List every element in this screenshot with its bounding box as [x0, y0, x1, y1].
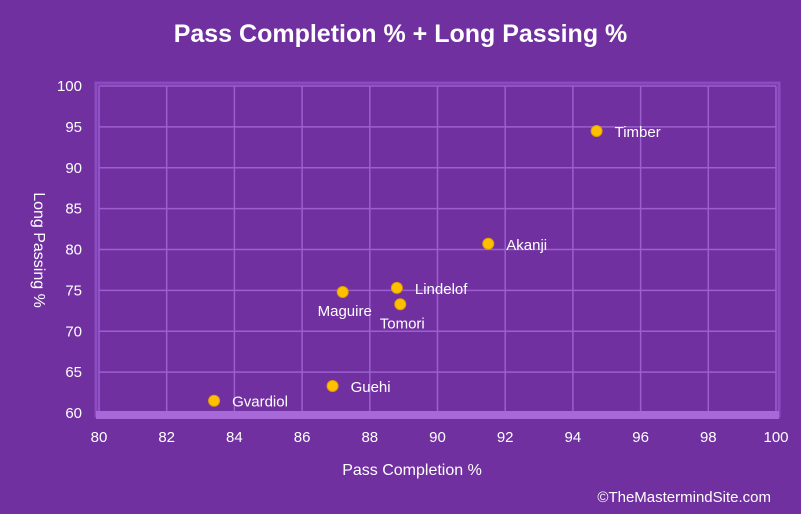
data-label: Guehi — [351, 379, 391, 396]
x-axis-bar — [96, 411, 779, 419]
x-tick-label: 84 — [226, 429, 243, 446]
x-tick-label: 94 — [565, 429, 582, 446]
data-label: Lindelof — [415, 281, 468, 298]
x-tick-label: 80 — [91, 429, 108, 446]
data-point — [326, 380, 339, 393]
data-label: Gvardiol — [232, 394, 288, 411]
data-point — [394, 298, 407, 311]
data-label: Tomori — [380, 315, 425, 332]
x-tick-label: 98 — [700, 429, 717, 446]
y-tick-label: 80 — [65, 242, 82, 259]
data-point — [482, 237, 495, 250]
x-tick-label: 96 — [632, 429, 649, 446]
y-tick-label: 70 — [65, 323, 82, 340]
x-tick-label: 90 — [429, 429, 446, 446]
x-tick-label: 100 — [763, 429, 788, 446]
x-tick-label: 86 — [294, 429, 311, 446]
y-axis-label: Long Passing % — [30, 192, 47, 308]
data-point — [590, 124, 603, 137]
x-axis-label: Pass Completion % — [342, 462, 482, 479]
x-tick-label: 82 — [158, 429, 175, 446]
y-tick-label: 85 — [65, 201, 82, 218]
x-tick-label: 88 — [361, 429, 378, 446]
y-tick-label: 95 — [65, 119, 82, 136]
y-tick-label: 65 — [65, 364, 82, 381]
data-point — [390, 281, 403, 294]
x-tick-label: 92 — [497, 429, 514, 446]
chart-title: Pass Completion % + Long Passing % — [173, 20, 628, 48]
data-point — [336, 286, 349, 299]
y-tick-label: 60 — [65, 405, 82, 422]
credit-text: ©TheMastermindSite.com — [597, 489, 771, 506]
data-point — [208, 394, 221, 407]
y-tick-label: 75 — [65, 282, 82, 299]
data-label: Akanji — [506, 237, 547, 254]
y-tick-label: 100 — [57, 78, 82, 95]
y-tick-label: 90 — [65, 160, 82, 177]
data-label: Maguire — [318, 303, 372, 320]
data-label: Timber — [615, 124, 661, 141]
